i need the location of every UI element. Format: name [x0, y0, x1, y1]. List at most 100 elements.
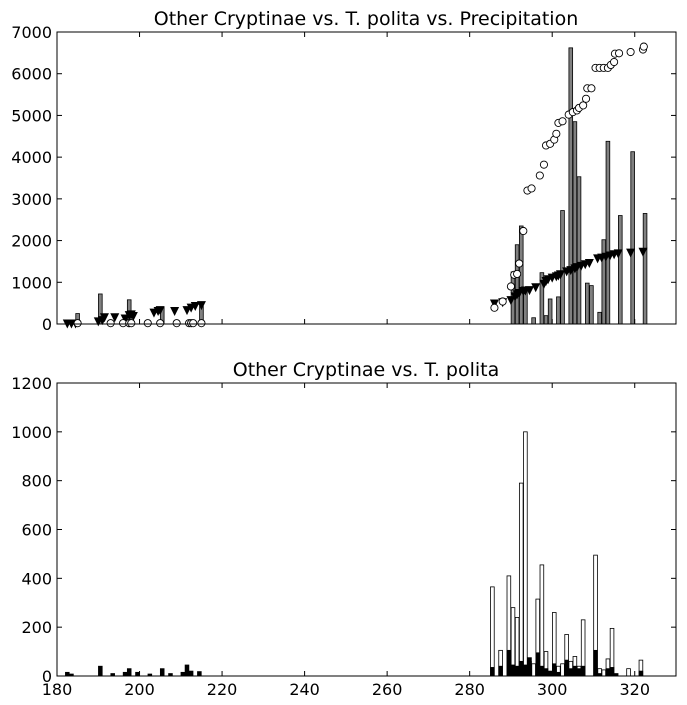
- bottom-chart-y-tick-label: 400: [21, 569, 52, 588]
- bottom-chart-x-tick-label: 260: [372, 680, 403, 699]
- bottom-chart-black-bar: [580, 665, 586, 677]
- bottom-chart-black-bar: [576, 668, 582, 677]
- top-chart-y-tick-label: 4000: [11, 148, 52, 167]
- top-chart-circle-point: [527, 184, 536, 193]
- bottom-chart-black-bar: [523, 664, 528, 677]
- bottom-chart-black-bar: [122, 671, 128, 677]
- top-chart-y-tick-label: 3000: [11, 190, 52, 209]
- bottom-chart-y-tick-label: 600: [21, 521, 52, 540]
- bottom-chart-x-tick-label: 200: [124, 680, 155, 699]
- bottom-chart-white-bar: [539, 564, 545, 677]
- top-chart-circle-point: [626, 47, 635, 57]
- bottom-chart-black-bar: [568, 668, 574, 677]
- bottom-chart-white-bars: [490, 431, 644, 677]
- bottom-chart-black-bar: [98, 665, 103, 677]
- top-chart-circle-point: [587, 84, 596, 93]
- bottom-chart-black-bar: [197, 671, 202, 677]
- top-chart-y-tick-label: 7000: [11, 23, 52, 42]
- bottom-chart-black-bar: [65, 671, 70, 677]
- top-chart-triangle-series: [62, 247, 648, 329]
- bottom-chart-x-tick-label: 240: [289, 680, 320, 699]
- top-chart-circle-point: [558, 117, 567, 126]
- top-chart-frame: [56, 31, 677, 325]
- top-chart-triangle-point: [584, 259, 594, 269]
- top-chart-triangle-point: [555, 270, 565, 280]
- top-chart-circle-point: [581, 94, 591, 103]
- top-chart-bar: [531, 317, 536, 325]
- bottom-chart-black-bar: [506, 649, 512, 677]
- bottom-chart-x-tick-label: 300: [537, 680, 568, 699]
- top-chart-circle-point: [552, 129, 561, 138]
- bottom-chart-black-bar: [135, 671, 140, 677]
- top-chart-triangle-point: [190, 301, 200, 311]
- top-chart-triangle-point: [613, 249, 623, 259]
- top-chart-bar: [556, 296, 561, 325]
- bottom-chart-black-bar: [547, 670, 553, 677]
- bottom-chart-x-tick-label: 180: [42, 680, 73, 699]
- top-chart-circle-point: [143, 319, 152, 328]
- top-chart-circle-point: [490, 303, 499, 312]
- bottom-chart-black-bar: [572, 665, 578, 677]
- bottom-chart-y-tick-label: 1000: [11, 423, 52, 442]
- top-chart-circle-point: [172, 319, 181, 328]
- top-chart-bar: [572, 121, 578, 325]
- bottom-chart-black-bar: [180, 671, 186, 677]
- top-chart-bar: [605, 140, 611, 325]
- top-chart-circle-point: [513, 269, 522, 278]
- bottom-chart-black-bar: [510, 664, 516, 677]
- top-chart-y-axis: 0 1000 2000 3000 4000 5000 6000 7000: [11, 23, 676, 334]
- top-chart-triangle-point: [170, 306, 180, 316]
- top-chart-bar: [547, 298, 553, 325]
- top-chart-circle-point: [156, 319, 165, 328]
- bottom-chart-black-bar: [518, 660, 524, 677]
- bottom-chart-white-bar: [523, 431, 528, 677]
- bottom-chart-black-bar: [552, 663, 557, 677]
- top-chart-y-tick-label: 5000: [11, 106, 52, 125]
- bottom-chart-black-bar: [514, 665, 520, 677]
- bottom-chart-white-bar: [531, 663, 536, 677]
- bottom-chart-black-bar: [638, 670, 644, 677]
- top-chart-circle-point: [73, 319, 82, 328]
- top-chart-y-tick-label: 1000: [11, 273, 52, 292]
- bottom-chart-black-bar: [539, 665, 545, 677]
- bottom-chart-white-bar: [518, 482, 524, 677]
- top-chart-circle-point: [610, 57, 619, 67]
- bottom-chart-black-bar: [188, 670, 194, 677]
- top-chart-triangle-point: [120, 314, 130, 324]
- bottom-chart-black-bar: [605, 668, 611, 677]
- top-chart-y-tick-label: 0: [42, 315, 52, 334]
- bottom-chart-x-axis: 180 200 220 240 260 280 300 320: [42, 383, 650, 699]
- bottom-chart-black-bar: [498, 665, 503, 677]
- bottom-chart-x-tick-label: 280: [454, 680, 485, 699]
- top-chart-bar: [576, 176, 582, 325]
- bottom-chart-x-tick-label: 220: [207, 680, 238, 699]
- top-chart-bars: [71, 47, 648, 325]
- top-chart-bar: [560, 210, 565, 325]
- top-chart-circle-point: [498, 297, 507, 306]
- top-chart-circle-point: [197, 319, 206, 328]
- bottom-chart-y-tick-label: 200: [21, 618, 52, 637]
- top-chart-bar: [618, 215, 623, 325]
- top-chart-circle-point: [615, 49, 624, 58]
- bottom-chart: Other Cryptinae vs. T. polita 0 200 400 600…: [11, 359, 677, 699]
- bottom-chart-white-bar: [560, 663, 565, 677]
- top-chart-bar: [543, 315, 549, 325]
- top-chart-triangle-point: [99, 313, 109, 323]
- bottom-chart-y-tick-label: 0: [42, 667, 52, 686]
- bottom-chart-black-bar: [535, 652, 541, 677]
- bottom-chart-y-tick-label: 800: [21, 472, 52, 491]
- top-chart-triangle-point: [531, 283, 541, 293]
- top-chart-bar: [597, 311, 602, 325]
- top-chart-circle-point: [106, 319, 115, 328]
- bottom-chart-black-bar: [527, 657, 532, 677]
- top-chart-circle-point: [519, 226, 528, 236]
- top-chart-bar: [630, 151, 635, 325]
- top-chart-triangle-point: [155, 306, 165, 316]
- top-chart-bar: [514, 244, 520, 325]
- top-chart-triangle-point: [525, 286, 535, 296]
- top-chart-circle-point: [639, 42, 648, 51]
- bottom-chart-white-bar: [490, 586, 495, 677]
- bottom-chart-black-bar: [593, 649, 598, 677]
- bottom-chart-black-bar: [556, 671, 561, 677]
